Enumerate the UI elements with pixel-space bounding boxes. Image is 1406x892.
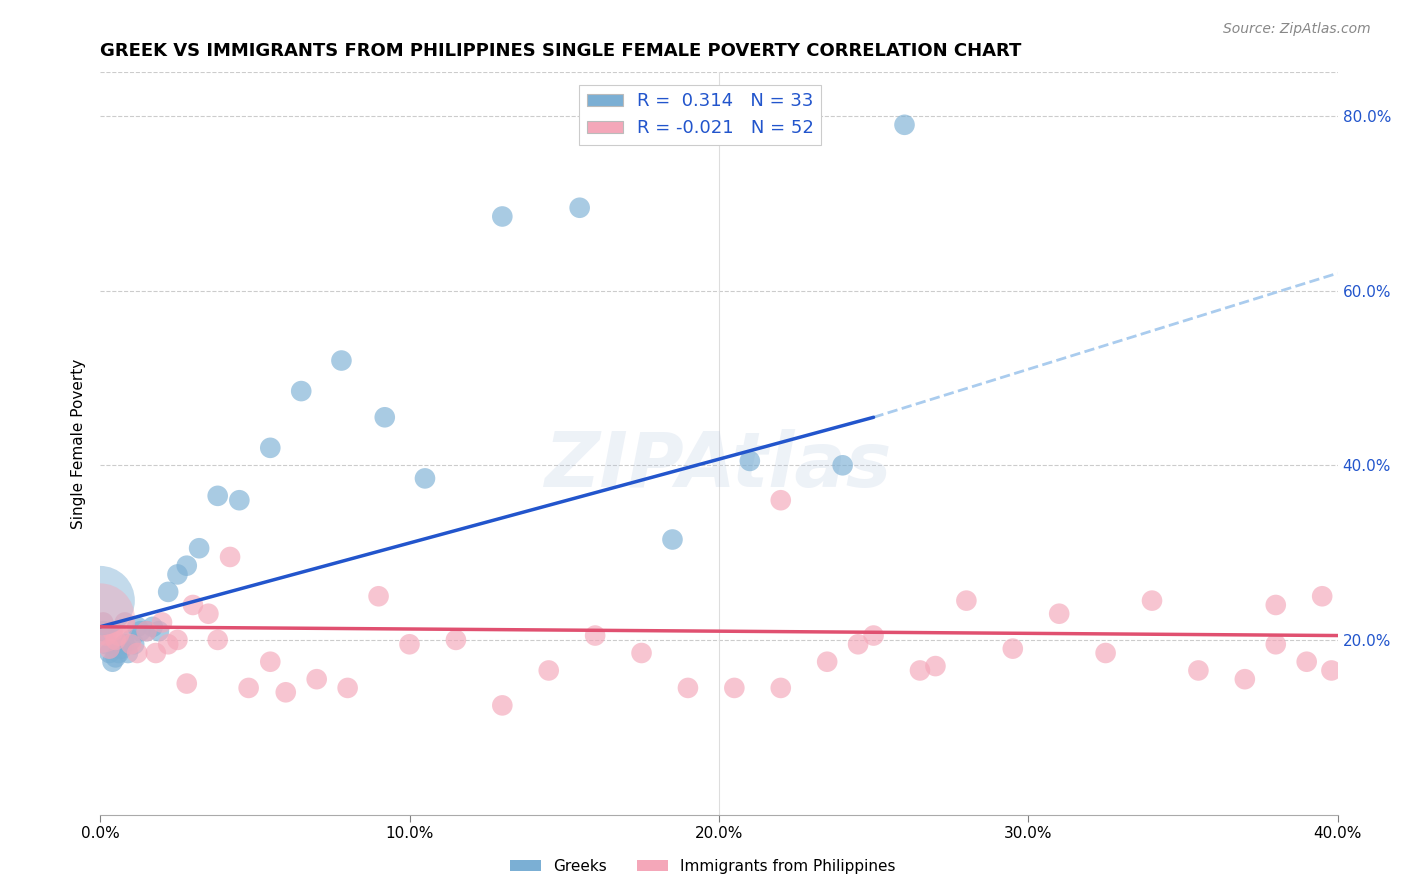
- Point: [336, 681, 359, 695]
- Point: [114, 615, 136, 630]
- Point: [150, 615, 173, 630]
- Point: [908, 664, 931, 678]
- Point: [259, 441, 281, 455]
- Point: [129, 624, 152, 639]
- Point: [1001, 641, 1024, 656]
- Point: [846, 637, 869, 651]
- Point: [188, 541, 211, 556]
- Point: [537, 664, 560, 678]
- Point: [815, 655, 838, 669]
- Point: [661, 533, 683, 547]
- Point: [1320, 664, 1343, 678]
- Point: [107, 628, 129, 642]
- Point: [738, 454, 761, 468]
- Point: [148, 624, 170, 639]
- Point: [135, 624, 157, 639]
- Point: [924, 659, 946, 673]
- Point: [1094, 646, 1116, 660]
- Point: [127, 646, 149, 660]
- Point: [831, 458, 853, 473]
- Point: [176, 676, 198, 690]
- Point: [120, 637, 142, 651]
- Point: [862, 628, 884, 642]
- Point: [769, 681, 792, 695]
- Point: [219, 549, 242, 564]
- Point: [101, 655, 124, 669]
- Point: [89, 611, 111, 625]
- Point: [583, 628, 606, 642]
- Point: [157, 585, 180, 599]
- Point: [117, 646, 139, 660]
- Point: [181, 598, 204, 612]
- Point: [96, 628, 118, 642]
- Point: [413, 471, 436, 485]
- Point: [145, 646, 167, 660]
- Point: [330, 353, 353, 368]
- Point: [1233, 672, 1256, 686]
- Point: [98, 641, 121, 656]
- Point: [91, 624, 114, 639]
- Point: [1295, 655, 1317, 669]
- Point: [290, 384, 312, 398]
- Point: [1264, 598, 1286, 612]
- Point: [107, 646, 129, 660]
- Legend: R =  0.314   N = 33, R = -0.021   N = 52: R = 0.314 N = 33, R = -0.021 N = 52: [579, 85, 821, 145]
- Point: [197, 607, 219, 621]
- Point: [96, 637, 118, 651]
- Point: [238, 681, 260, 695]
- Text: Source: ZipAtlas.com: Source: ZipAtlas.com: [1223, 22, 1371, 37]
- Point: [1187, 664, 1209, 678]
- Point: [142, 620, 165, 634]
- Point: [104, 650, 127, 665]
- Point: [228, 493, 250, 508]
- Point: [398, 637, 420, 651]
- Point: [259, 655, 281, 669]
- Point: [120, 632, 142, 647]
- Text: ZIPAtlas: ZIPAtlas: [546, 429, 893, 503]
- Point: [157, 637, 180, 651]
- Point: [1140, 593, 1163, 607]
- Point: [135, 624, 157, 639]
- Point: [491, 698, 513, 713]
- Point: [676, 681, 699, 695]
- Point: [568, 201, 591, 215]
- Legend: Greeks, Immigrants from Philippines: Greeks, Immigrants from Philippines: [505, 853, 901, 880]
- Point: [367, 589, 389, 603]
- Point: [91, 615, 114, 630]
- Point: [166, 567, 188, 582]
- Point: [723, 681, 745, 695]
- Point: [1310, 589, 1333, 603]
- Text: GREEK VS IMMIGRANTS FROM PHILIPPINES SINGLE FEMALE POVERTY CORRELATION CHART: GREEK VS IMMIGRANTS FROM PHILIPPINES SIN…: [100, 42, 1022, 60]
- Point: [98, 646, 121, 660]
- Point: [893, 118, 915, 132]
- Point: [127, 620, 149, 634]
- Point: [166, 632, 188, 647]
- Point: [274, 685, 297, 699]
- Point: [374, 410, 396, 425]
- Point: [176, 558, 198, 573]
- Point: [122, 637, 145, 651]
- Point: [207, 489, 229, 503]
- Point: [89, 593, 111, 607]
- Point: [1264, 637, 1286, 651]
- Point: [111, 641, 134, 656]
- Point: [444, 632, 467, 647]
- Point: [955, 593, 977, 607]
- Point: [769, 493, 792, 508]
- Point: [491, 210, 513, 224]
- Point: [305, 672, 328, 686]
- Point: [1047, 607, 1070, 621]
- Point: [104, 632, 127, 647]
- Point: [114, 637, 136, 651]
- Point: [101, 624, 124, 639]
- Point: [207, 632, 229, 647]
- Y-axis label: Single Female Poverty: Single Female Poverty: [72, 359, 86, 529]
- Point: [630, 646, 652, 660]
